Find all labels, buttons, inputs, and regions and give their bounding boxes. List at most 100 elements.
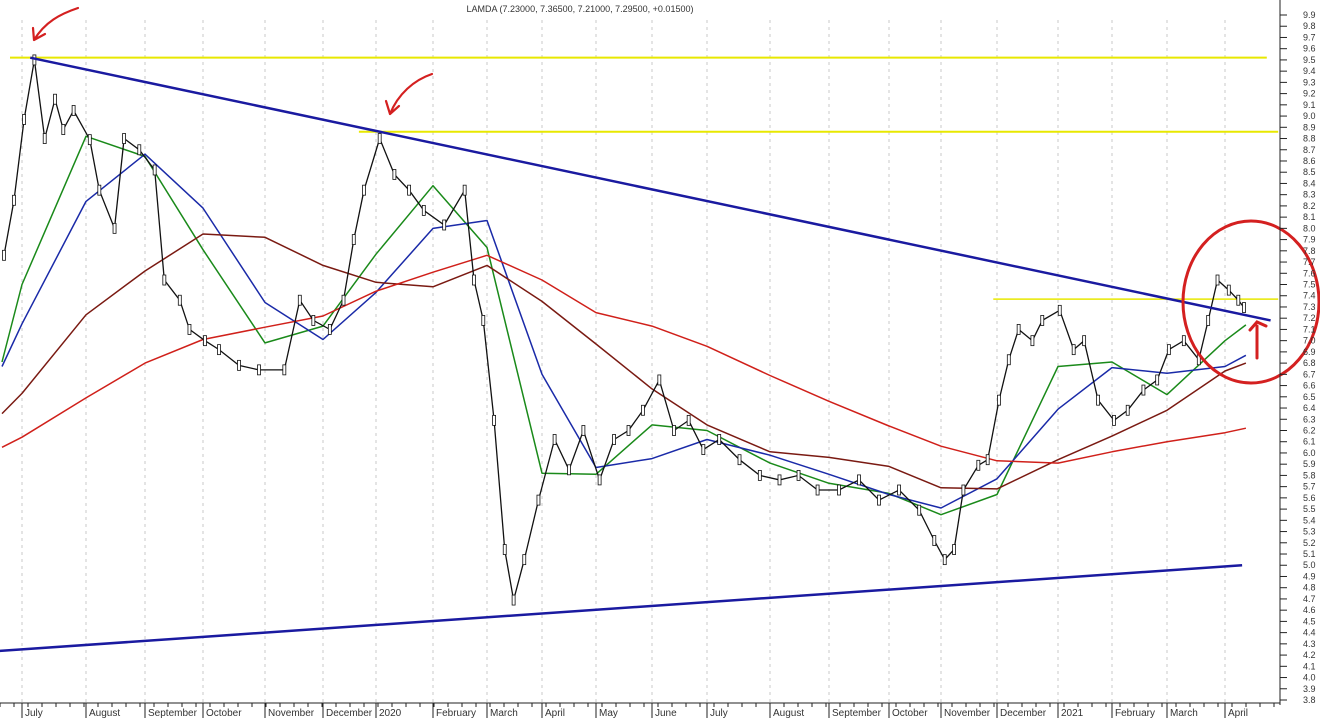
price-bar: [162, 274, 167, 286]
annotation-arrow-1: [31, 6, 80, 42]
price-bar: [641, 404, 645, 416]
moving-averages: [1, 135, 1247, 516]
horizontal-levels: [10, 56, 1279, 300]
price-bar: [392, 169, 397, 180]
y-tick-label: 8.7: [1303, 145, 1316, 155]
price-bar: [462, 184, 467, 196]
y-tick-label: 4.9: [1303, 571, 1316, 581]
y-tick-label: 5.1: [1303, 549, 1316, 559]
price-bar: [985, 454, 990, 466]
y-tick-label: 7.8: [1303, 246, 1316, 256]
y-tick-label: 8.5: [1303, 167, 1316, 177]
y-tick-label: 5.6: [1303, 493, 1316, 503]
y-tick-label: 7.4: [1303, 291, 1316, 301]
price-bar: [203, 335, 207, 347]
price-bar: [1236, 294, 1241, 306]
x-tick-label: March: [490, 708, 518, 718]
price-bar: [282, 364, 287, 376]
price-bar: [686, 414, 691, 426]
y-tick-label: 6.9: [1303, 347, 1316, 357]
price-bar: [1030, 335, 1035, 347]
price-bar: [567, 464, 571, 476]
y-tick-label: 6.8: [1303, 358, 1316, 368]
price-bar: [932, 535, 937, 546]
y-tick-label: 7.7: [1303, 257, 1316, 267]
price-bar: [552, 434, 557, 445]
y-tick-label: 6.0: [1303, 448, 1316, 458]
y-tick-label: 5.3: [1303, 527, 1316, 537]
price-bar: [952, 544, 956, 555]
price-bar: [22, 114, 26, 125]
price-bar: [297, 294, 302, 306]
y-tick-label: 9.4: [1303, 66, 1316, 76]
price-bar: [796, 470, 801, 481]
price-bar: [1006, 354, 1011, 366]
price-bar: [657, 374, 662, 386]
x-tick-label: 2021: [1061, 708, 1084, 718]
y-tick-label: 8.6: [1303, 156, 1316, 166]
price-bar: [137, 144, 142, 156]
moving-average-line: [1, 233, 1247, 490]
moving-average-line: [1, 254, 1247, 464]
y-tick-label: 8.2: [1303, 201, 1316, 211]
y-tick-label: 4.1: [1303, 661, 1316, 671]
price-bar: [522, 554, 527, 566]
price-bar: [257, 364, 261, 376]
price-bar: [511, 594, 516, 606]
price-bar: [612, 434, 616, 445]
price-bar: [61, 124, 66, 135]
y-tick-label: 9.3: [1303, 77, 1316, 87]
y-tick-label: 4.5: [1303, 616, 1316, 626]
x-axis: July August September October November Decemb…: [0, 702, 1280, 718]
x-tick-label: July: [25, 708, 43, 718]
price-bar: [757, 470, 762, 481]
y-tick-label: 6.7: [1303, 369, 1316, 379]
y-tick-label: 6.1: [1303, 437, 1316, 447]
price-bar: [1082, 335, 1087, 347]
price-bar: [97, 184, 102, 196]
price-bar: [122, 133, 126, 144]
y-tick-label: 5.5: [1303, 504, 1316, 514]
y-tick-label: 9.6: [1303, 44, 1316, 54]
price-bar: [341, 294, 346, 306]
x-tick-label: December: [326, 708, 373, 718]
price-bar: [1242, 302, 1246, 313]
price-bar: [377, 133, 382, 144]
price-bar: [1057, 304, 1062, 316]
y-tick-label: 7.0: [1303, 336, 1316, 346]
y-tick-label: 8.8: [1303, 134, 1316, 144]
y-tick-label: 8.9: [1303, 122, 1316, 132]
price-bar: [187, 324, 192, 335]
annotations: [31, 6, 1320, 385]
price-bar: [877, 494, 881, 506]
y-tick-label: 4.8: [1303, 583, 1316, 593]
y-tick-label: 7.2: [1303, 313, 1316, 323]
y-tick-label: 9.9: [1303, 10, 1316, 20]
y-tick-label: 6.3: [1303, 414, 1316, 424]
y-tick-label: 6.4: [1303, 403, 1316, 413]
x-tick-label: November: [944, 708, 991, 718]
y-tick-label: 7.9: [1303, 235, 1316, 245]
x-tick-label: August: [89, 708, 120, 718]
price-bar: [777, 474, 782, 486]
y-tick-label: 5.2: [1303, 538, 1316, 548]
y-tick-label: 9.2: [1303, 89, 1316, 99]
y-axis: 9.99.89.79.69.59.49.39.29.19.08.98.88.78…: [1279, 0, 1316, 705]
price-bar: [626, 425, 631, 436]
y-tick-label: 3.8: [1303, 695, 1316, 705]
x-tick-label: July: [710, 708, 728, 718]
price-bar: [815, 484, 820, 496]
month-grid: [21, 20, 1226, 703]
x-tick-label: September: [832, 708, 882, 718]
y-tick-label: 9.5: [1303, 55, 1316, 65]
annotation-arrow-2: [384, 72, 434, 116]
moving-average-line: [1, 135, 1247, 516]
x-tick-label: February: [1115, 708, 1155, 718]
trendlines: [0, 56, 1271, 653]
price-bar: [597, 474, 602, 486]
price-bar: [12, 194, 16, 206]
y-tick-label: 5.9: [1303, 459, 1316, 469]
price-bar: [71, 105, 76, 116]
y-tick-label: 5.0: [1303, 560, 1316, 570]
price-bar: [217, 344, 221, 356]
